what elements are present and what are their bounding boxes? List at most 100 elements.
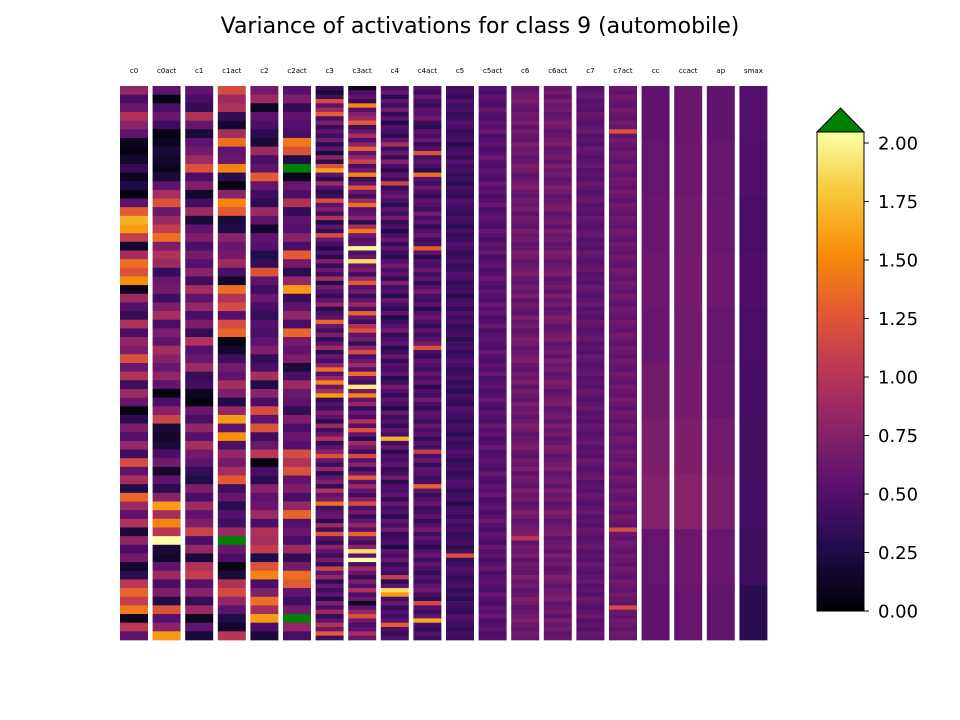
heatmap-cell xyxy=(511,601,540,606)
heatmap-cell xyxy=(348,367,377,373)
column-label: ap xyxy=(716,67,725,75)
heatmap-cell xyxy=(446,605,474,611)
heatmap-cell xyxy=(511,250,540,256)
heatmap-cell xyxy=(576,445,605,450)
heatmap-cell xyxy=(380,185,409,191)
heatmap-cell xyxy=(511,111,540,117)
heatmap-cell xyxy=(641,529,670,585)
heatmap-cell xyxy=(576,150,605,156)
heatmap-cell xyxy=(152,224,181,234)
heatmap-cell xyxy=(609,181,637,186)
heatmap-cell xyxy=(576,501,605,507)
heatmap-cell xyxy=(185,172,214,182)
heatmap-cell xyxy=(348,466,377,472)
colorbar-tick-label: 0.75 xyxy=(878,426,918,447)
heatmap-cell xyxy=(348,111,377,117)
heatmap-cell xyxy=(413,423,442,429)
heatmap-cell xyxy=(152,588,181,598)
heatmap-cell xyxy=(543,566,572,572)
heatmap-cell xyxy=(511,549,540,554)
heatmap-cell xyxy=(152,163,181,173)
heatmap-cell xyxy=(413,146,442,152)
heatmap-cell xyxy=(511,332,540,338)
heatmap-cell xyxy=(446,211,474,217)
heatmap-cell xyxy=(478,250,507,256)
column-ap xyxy=(706,86,735,641)
heatmap-cell xyxy=(543,388,572,394)
heatmap-cell xyxy=(348,185,377,191)
heatmap-cell xyxy=(348,631,377,637)
heatmap-cell xyxy=(120,553,148,563)
heatmap-cell xyxy=(250,492,279,502)
heatmap-cell xyxy=(152,94,181,104)
heatmap-cell xyxy=(413,103,442,108)
heatmap-cell xyxy=(543,358,572,364)
heatmap-cell xyxy=(413,198,442,204)
heatmap-cell xyxy=(413,549,442,554)
heatmap-cell xyxy=(185,605,214,615)
heatmap-cell xyxy=(152,259,181,269)
heatmap-cell xyxy=(609,176,637,182)
heatmap-cell xyxy=(446,618,474,624)
heatmap-cell xyxy=(348,337,377,342)
heatmap-cell xyxy=(478,332,507,338)
heatmap-cell xyxy=(706,529,735,585)
heatmap-cell xyxy=(446,553,474,559)
heatmap-cell xyxy=(348,549,377,554)
heatmap-cell xyxy=(380,570,409,576)
heatmap-cell xyxy=(348,562,377,567)
heatmap-cell xyxy=(478,622,507,628)
heatmap-cell xyxy=(511,198,540,204)
heatmap-cell xyxy=(152,562,181,572)
heatmap-cell xyxy=(315,328,344,334)
heatmap-cell xyxy=(185,423,214,433)
heatmap-cell xyxy=(413,471,442,476)
heatmap-cell xyxy=(543,479,572,485)
heatmap-cell xyxy=(348,540,377,546)
heatmap-cell xyxy=(250,250,279,260)
heatmap-cell xyxy=(478,492,507,498)
heatmap-cell xyxy=(413,414,442,420)
heatmap-cell xyxy=(413,289,442,295)
heatmap-cell xyxy=(120,207,148,217)
heatmap-cell xyxy=(217,345,246,355)
heatmap-cell xyxy=(315,423,344,429)
heatmap-cell xyxy=(380,293,409,299)
heatmap-cell xyxy=(413,228,442,234)
heatmap-cell xyxy=(250,319,279,329)
heatmap-cell xyxy=(576,527,605,533)
heatmap-cell xyxy=(511,605,540,611)
chart-title: Variance of activations for class 9 (aut… xyxy=(221,14,740,39)
heatmap-cell xyxy=(348,514,377,520)
heatmap-cell xyxy=(348,501,377,507)
heatmap-cell xyxy=(413,618,442,624)
heatmap-cell xyxy=(609,466,637,472)
heatmap-cell xyxy=(315,267,344,273)
heatmap-cell xyxy=(380,298,409,303)
heatmap-cell xyxy=(446,384,474,390)
heatmap-cell xyxy=(380,237,409,243)
heatmap-cell xyxy=(283,622,311,632)
heatmap-cell xyxy=(609,618,637,624)
heatmap-cell xyxy=(609,614,637,619)
heatmap-cell xyxy=(576,427,605,433)
heatmap-cell xyxy=(283,276,311,286)
heatmap-cell xyxy=(609,350,637,355)
heatmap-cell xyxy=(217,172,246,182)
heatmap-cell xyxy=(315,137,344,143)
heatmap-cell xyxy=(185,475,214,485)
heatmap-cell xyxy=(543,94,572,100)
heatmap-cell xyxy=(380,224,409,230)
heatmap-cell xyxy=(152,337,181,347)
heatmap-cell xyxy=(446,562,474,567)
heatmap-cell xyxy=(315,86,344,91)
column-label: c1act xyxy=(222,67,241,75)
heatmap-cell xyxy=(576,462,605,468)
heatmap-cell xyxy=(380,475,409,481)
heatmap-cell xyxy=(576,111,605,117)
heatmap-cell xyxy=(609,401,637,407)
heatmap-cell xyxy=(120,596,148,606)
heatmap-cell xyxy=(674,252,703,308)
heatmap-cell xyxy=(511,375,540,381)
heatmap-cell xyxy=(120,406,148,416)
